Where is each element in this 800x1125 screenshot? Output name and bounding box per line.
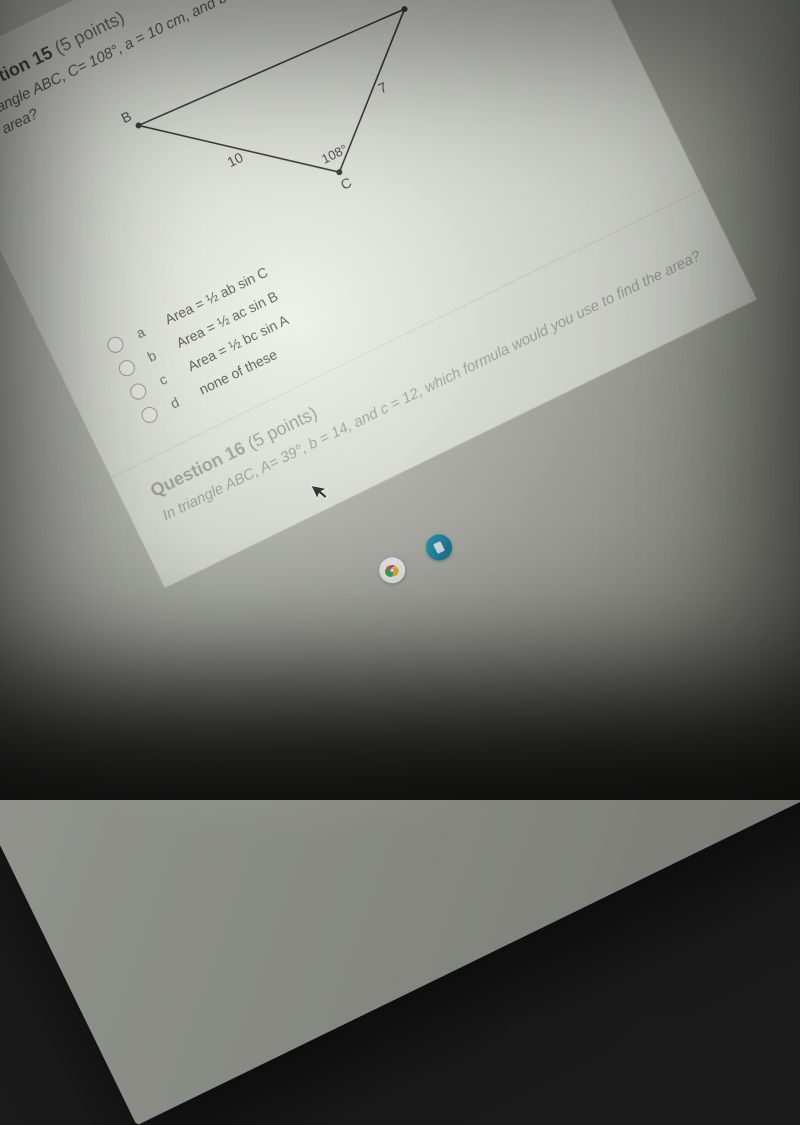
choice-b-key: b bbox=[145, 340, 172, 364]
choice-a-key: a bbox=[133, 317, 160, 341]
vertex-A bbox=[400, 5, 408, 13]
radio-c-icon[interactable] bbox=[127, 380, 148, 401]
taskbar bbox=[375, 530, 457, 588]
radio-b-icon[interactable] bbox=[116, 357, 137, 378]
radio-d-icon[interactable] bbox=[139, 404, 160, 425]
question-15: Question 15 (5 points) In triangle ABC, … bbox=[0, 0, 664, 440]
choice-d-key: d bbox=[167, 387, 194, 411]
label-B: B bbox=[118, 107, 133, 125]
laptop-screen: Question 15 (5 points) In triangle ABC, … bbox=[0, 0, 800, 1125]
label-C: C bbox=[338, 174, 354, 193]
vertex-B bbox=[134, 121, 142, 129]
app-icon-teal[interactable] bbox=[422, 530, 457, 565]
edge-label-BC: 10 bbox=[224, 148, 245, 169]
chrome-icon[interactable] bbox=[375, 553, 410, 588]
quiz-page: Question 15 (5 points) In triangle ABC, … bbox=[0, 0, 758, 589]
edge-label-CA: 7 bbox=[375, 78, 389, 96]
radio-a-icon[interactable] bbox=[104, 334, 125, 355]
choice-c-key: c bbox=[156, 364, 183, 388]
label-A: A bbox=[403, 0, 419, 2]
angle-label-C: 108° bbox=[319, 141, 350, 166]
